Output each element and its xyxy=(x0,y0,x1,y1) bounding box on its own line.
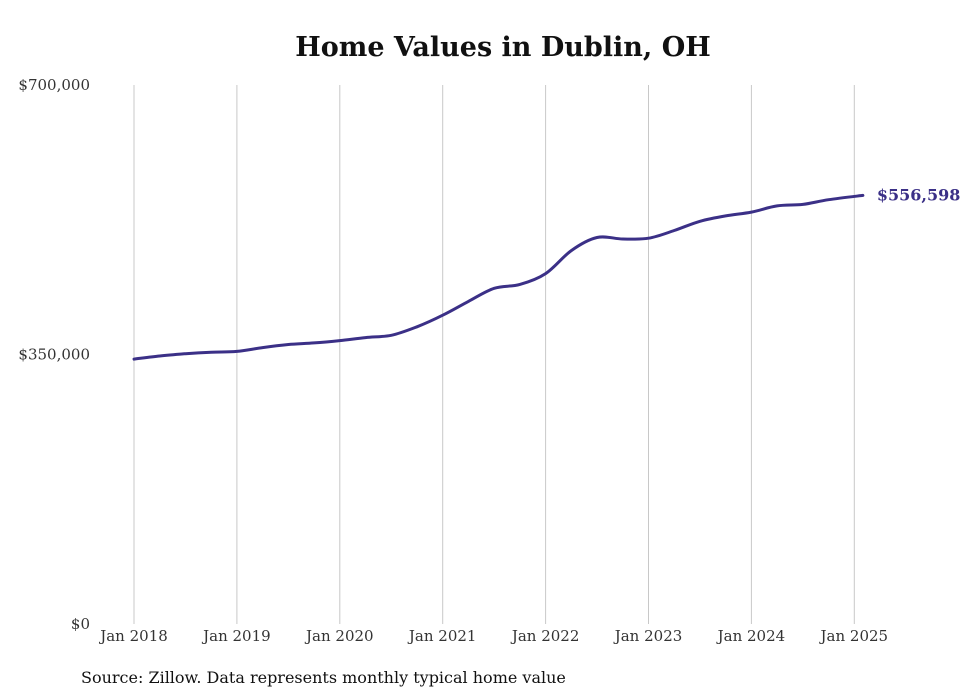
x-tick-label-1: Jan 2019 xyxy=(201,627,271,645)
x-tick-label-5: Jan 2023 xyxy=(613,627,683,645)
series-line-0 xyxy=(132,193,865,361)
x-tick-label-4: Jan 2022 xyxy=(510,627,580,645)
x-tick-label-3: Jan 2021 xyxy=(407,627,477,645)
x-tick-label-6: Jan 2024 xyxy=(716,627,786,645)
x-tick-label-0: Jan 2018 xyxy=(98,627,168,645)
y-tick-label-2: $700,000 xyxy=(18,76,90,94)
x-tick-label-2: Jan 2020 xyxy=(304,627,374,645)
series-end-label-0: $556,598 xyxy=(877,185,961,204)
source-note: Source: Zillow. Data represents monthly … xyxy=(81,668,566,687)
y-tick-label-1: $350,000 xyxy=(18,346,90,364)
x-tick-label-7: Jan 2025 xyxy=(819,627,889,645)
chart-title: Home Values in Dublin, OH xyxy=(295,32,711,63)
y-tick-label-0: $0 xyxy=(71,615,90,633)
